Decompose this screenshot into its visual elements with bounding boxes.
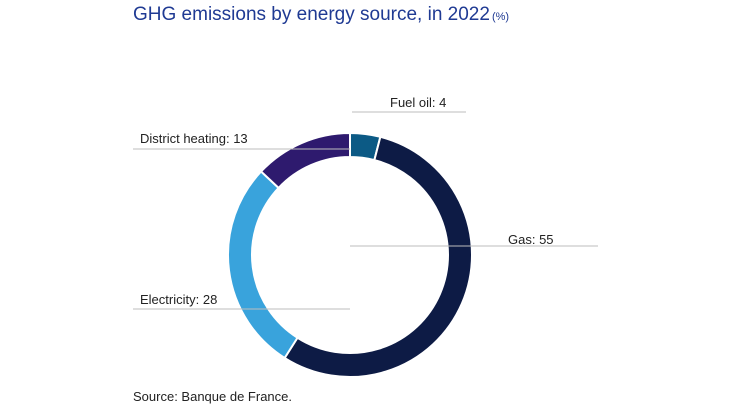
label-electricity: Electricity: 28 <box>140 292 217 307</box>
chart-unit: (%) <box>491 11 510 23</box>
label-fuel-oil: Fuel oil: 4 <box>390 95 446 110</box>
label-gas: Gas: 55 <box>508 232 554 247</box>
chart-title: GHG emissions by energy source, in 2022(… <box>133 4 509 26</box>
source-note: Source: Banque de France. <box>133 389 292 404</box>
chart-title-text: GHG emissions by energy source, in 2022 <box>133 4 490 25</box>
slice-electricity <box>227 170 299 360</box>
slice-district-heating <box>259 131 351 190</box>
slice-gas <box>283 135 473 378</box>
label-leader-lines <box>133 111 598 310</box>
donut-slices <box>227 131 473 378</box>
slice-labels: Fuel oil: 4 Gas: 55 Electricity: 28 Distric… <box>140 95 554 307</box>
label-district-heating: District heating: 13 <box>140 131 248 146</box>
